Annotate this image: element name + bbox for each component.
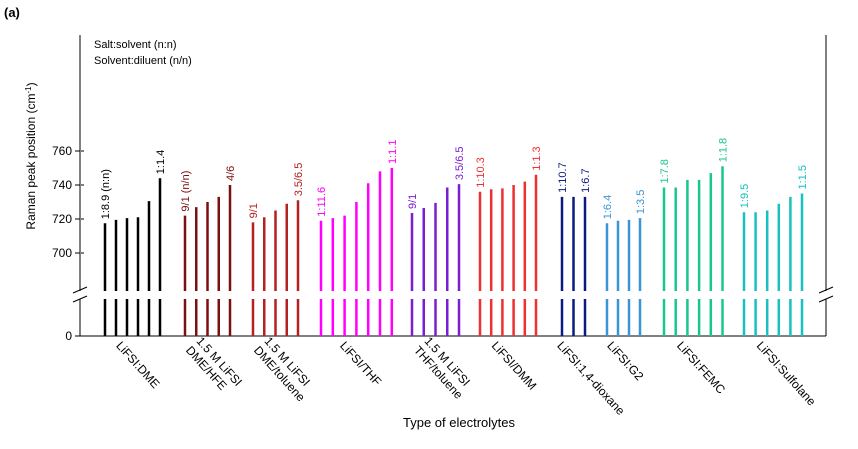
bar-annotation: 9/1 — [248, 203, 260, 218]
bar-annotation: 1:8.9 (n:n) — [100, 169, 112, 219]
y-tick-label: 720 — [52, 212, 72, 226]
category-label: LiFSI:DME — [113, 339, 162, 391]
category-label-line: LiFSI:FEMC — [674, 339, 728, 397]
category-label: LiFSI:FEMC — [674, 339, 728, 397]
bar-annotation: 9/1 (n/n) — [180, 171, 192, 212]
bar-annotation: 1:1.5 — [797, 165, 809, 189]
bar-annotation: 1:1.4 — [155, 150, 167, 174]
category-label-line: LiFSI:DME — [113, 339, 162, 391]
chart-marks: 700 720 740 760 0 1:8.9 (n:n) 1:1.4 LiFSI:DME 9/… — [52, 35, 834, 418]
category-label: 1.5 M LiFSIDME/toluene — [251, 334, 318, 405]
category-label-line: LiFSI/DMM — [489, 339, 540, 393]
category-label-line: LiFSI/THF — [337, 339, 384, 389]
axis-break-mark-left-upper — [72, 286, 88, 294]
category-label: 1.5 M LiFSITHF/toluene — [411, 334, 476, 402]
legend-line-2: Solvent:diluent (n/n) — [94, 55, 192, 67]
category-label: LiFSI:G2 — [604, 339, 646, 384]
bar-annotation: 1:1.3 — [531, 146, 543, 170]
bar-annotation: 1:1.8 — [718, 138, 730, 162]
panel-label: (a) — [4, 5, 20, 20]
category-label: LiFSI/THF — [337, 339, 384, 389]
category-label: LiFSI:Sulfolane — [754, 339, 819, 409]
category-label-line: LiFSI:G2 — [604, 339, 646, 384]
bar-annotation: 1:3.5 — [635, 190, 647, 214]
y-tick-label: 700 — [52, 246, 72, 260]
axis-break-mark-right-upper — [818, 286, 834, 294]
x-axis-label: Type of electrolytes — [403, 415, 515, 430]
legend-line-1: Salt:solvent (n:n) — [94, 39, 177, 51]
category-label-line: LiFSI:Sulfolane — [754, 339, 819, 409]
y-axis-label: Raman peak position (cm-1) — [24, 82, 38, 229]
category-label: LiFSI/DMM — [489, 339, 540, 393]
y-tick-label: 760 — [52, 144, 72, 158]
bar-annotation: 1:7.8 — [659, 159, 671, 183]
y-tick-label-zero: 0 — [65, 329, 72, 343]
axis-break-mark-right-lower — [818, 295, 834, 303]
bar-annotation: 1:6.7 — [580, 168, 592, 192]
bar-annotation: 1:6.4 — [602, 195, 614, 219]
bar-annotation: 9/1 — [407, 194, 419, 209]
bar-annotation: 4/6 — [225, 166, 237, 181]
bar-annotation: 1:10.3 — [475, 157, 487, 188]
y-tick-label: 740 — [52, 178, 72, 192]
category-label: 1.5 M LiFSIDME/HFE — [183, 334, 245, 398]
bar-annotation: 1:10.7 — [557, 162, 569, 193]
axis-break-mark-left-lower — [72, 295, 88, 303]
bar-annotation: 1:9.5 — [739, 184, 751, 208]
bar-annotation: 1:1.1 — [387, 140, 399, 164]
bar-annotation: 3.5/6.5 — [293, 163, 305, 197]
bar-annotation: 1:11.6 — [316, 187, 328, 217]
bar-annotation: 3.5/6.5 — [454, 147, 466, 181]
